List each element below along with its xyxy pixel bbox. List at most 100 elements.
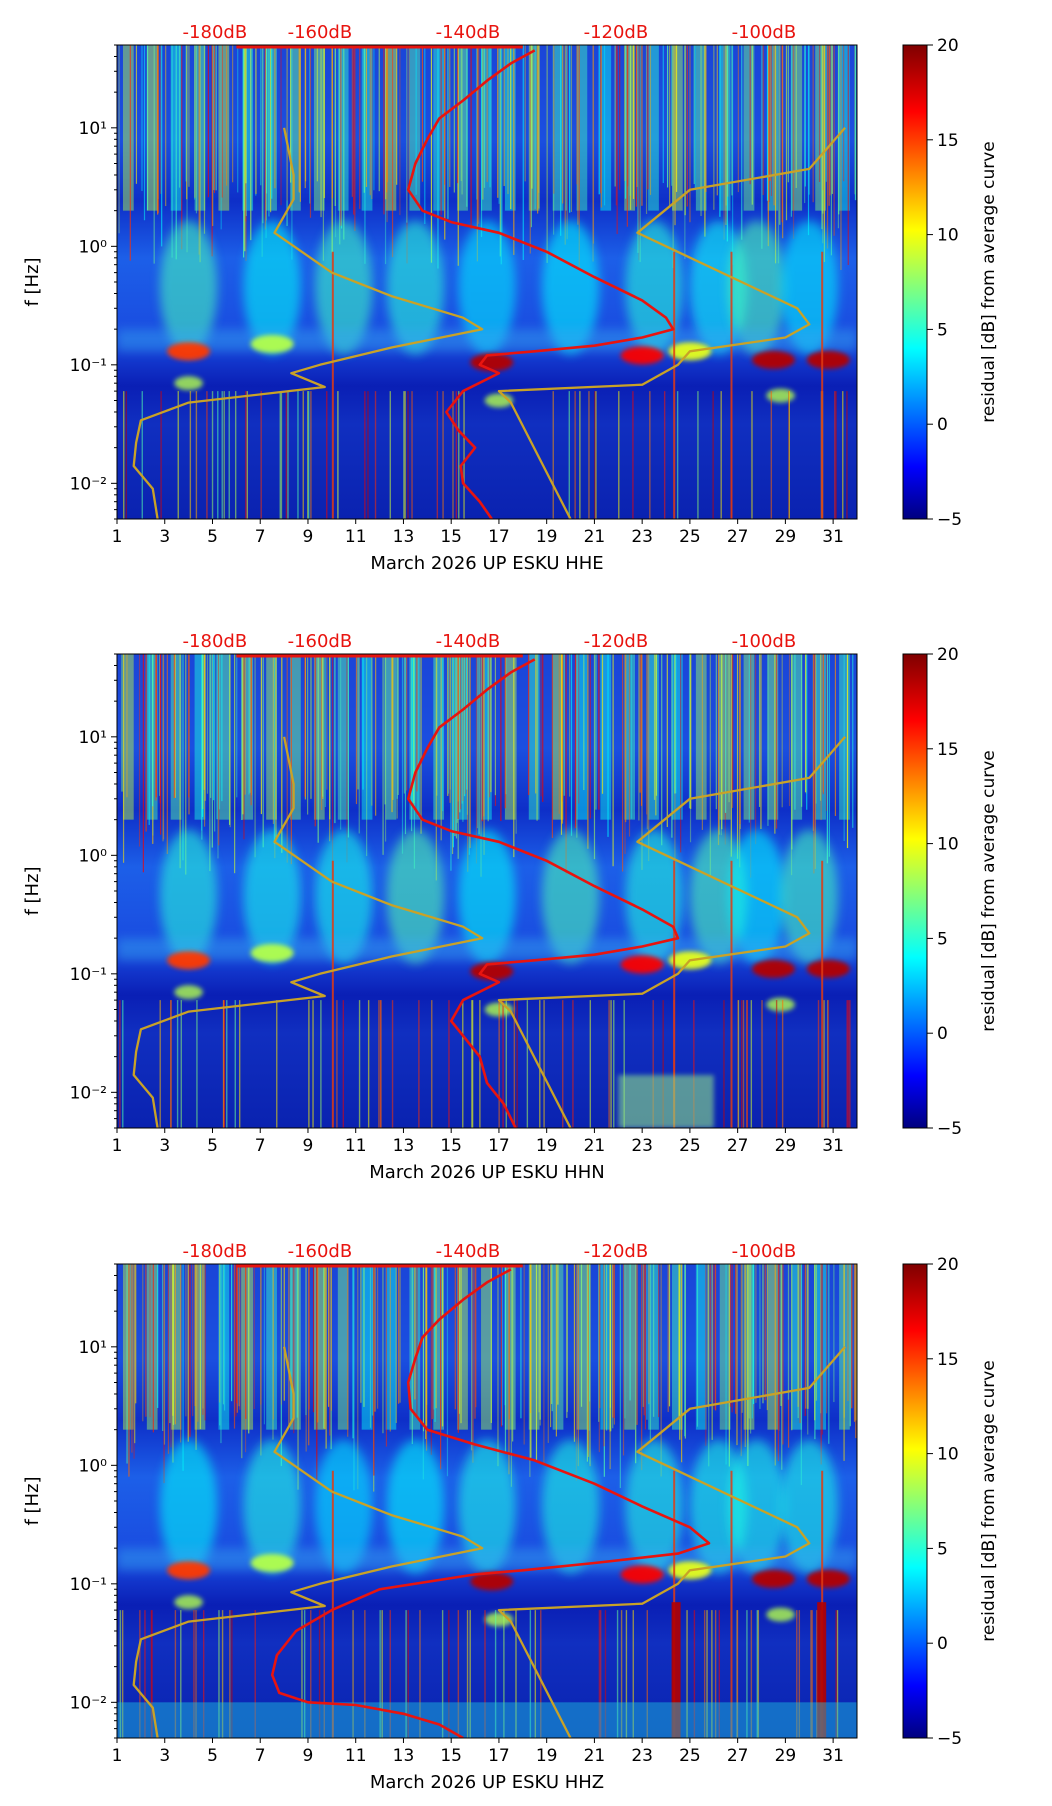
high-frequency-stripe bbox=[385, 654, 397, 820]
texture-line bbox=[326, 654, 328, 790]
texture-line bbox=[547, 1264, 549, 1443]
texture-line bbox=[386, 45, 388, 193]
texture-line bbox=[624, 654, 626, 854]
texture-line bbox=[503, 45, 505, 187]
texture-line bbox=[694, 45, 696, 191]
transient-spike bbox=[419, 1610, 421, 1738]
texture-line bbox=[805, 1264, 807, 1409]
texture-line bbox=[181, 45, 183, 250]
texture-line bbox=[480, 654, 482, 877]
texture-line bbox=[736, 654, 739, 859]
texture-line bbox=[744, 1264, 746, 1448]
texture-line bbox=[462, 654, 464, 802]
high-frequency-stripe bbox=[600, 1264, 612, 1430]
texture-line bbox=[755, 654, 757, 845]
texture-line bbox=[446, 1264, 449, 1477]
texture-line bbox=[372, 1264, 374, 1416]
texture-line bbox=[391, 654, 393, 813]
texture-line bbox=[126, 654, 128, 798]
x-tick-label: 23 bbox=[631, 527, 653, 547]
texture-line bbox=[843, 1264, 845, 1461]
storm-hotspot bbox=[250, 943, 294, 962]
texture-line bbox=[583, 654, 585, 791]
x-tick-label: 1 bbox=[112, 1746, 123, 1766]
texture-line bbox=[222, 1264, 225, 1405]
top-db-label: -160dB bbox=[288, 1241, 353, 1262]
texture-line bbox=[636, 1264, 638, 1425]
texture-line bbox=[225, 45, 228, 186]
high-frequency-stripe bbox=[218, 1264, 230, 1430]
microseism-plume bbox=[541, 220, 600, 355]
high-frequency-stripe bbox=[266, 654, 277, 820]
texture-line bbox=[681, 1264, 683, 1463]
texture-line bbox=[454, 1264, 456, 1410]
texture-line bbox=[562, 45, 564, 204]
texture-line bbox=[574, 654, 577, 829]
transient-spike bbox=[810, 1610, 812, 1738]
texture-line bbox=[325, 1264, 327, 1449]
texture-line bbox=[625, 654, 627, 823]
texture-line bbox=[248, 1264, 250, 1434]
transient-spike bbox=[358, 1000, 361, 1128]
high-frequency-stripe bbox=[122, 1264, 134, 1430]
texture-line bbox=[843, 1264, 845, 1418]
transient-spike bbox=[323, 1610, 325, 1738]
x-tick-label: 23 bbox=[631, 1746, 653, 1766]
microseism-plume bbox=[728, 220, 786, 355]
persistent-line bbox=[730, 860, 733, 1128]
microseism-plume bbox=[159, 829, 218, 964]
transient-spike bbox=[505, 1000, 507, 1128]
texture-line bbox=[714, 1264, 717, 1411]
transient-spike bbox=[457, 1610, 460, 1738]
texture-line bbox=[813, 654, 815, 874]
texture-line bbox=[767, 654, 769, 826]
texture-line bbox=[218, 654, 221, 810]
transient-spike bbox=[646, 1610, 648, 1738]
transient-spike bbox=[479, 1000, 481, 1128]
transient-spike bbox=[846, 391, 848, 519]
transient-spike bbox=[193, 1610, 195, 1738]
high-frequency-stripe bbox=[242, 1264, 254, 1430]
texture-line bbox=[157, 45, 159, 215]
colorbar-tick-label: 5 bbox=[937, 1539, 948, 1559]
texture-line bbox=[488, 654, 491, 798]
transient-spike bbox=[195, 391, 198, 519]
high-frequency-stripe bbox=[337, 1264, 349, 1430]
texture-line bbox=[489, 45, 491, 188]
texture-line bbox=[551, 654, 554, 839]
transient-spike bbox=[613, 1000, 615, 1128]
x-tick-label: 5 bbox=[207, 1746, 218, 1766]
texture-line bbox=[600, 45, 602, 194]
texture-line bbox=[467, 654, 469, 872]
texture-line bbox=[761, 45, 763, 249]
transient-spike bbox=[226, 1000, 228, 1128]
texture-line bbox=[396, 45, 398, 185]
transient-spike bbox=[125, 391, 127, 519]
transient-spike bbox=[139, 1610, 141, 1738]
transient-spike bbox=[407, 1610, 409, 1738]
texture-line bbox=[508, 1264, 510, 1475]
texture-line bbox=[468, 654, 470, 855]
texture-line bbox=[843, 654, 845, 842]
high-frequency-stripe bbox=[528, 1264, 540, 1430]
texture-line bbox=[413, 654, 416, 869]
high-frequency-stripe bbox=[266, 1264, 277, 1430]
texture-line bbox=[612, 1264, 614, 1418]
transient-spike bbox=[302, 391, 304, 519]
texture-line bbox=[272, 1264, 275, 1420]
texture-line bbox=[675, 654, 677, 794]
texture-line bbox=[330, 1264, 332, 1450]
texture-line bbox=[621, 654, 624, 872]
x-axis-label: March 2026 UP ESKU HHZ bbox=[370, 1772, 604, 1793]
transient-spike bbox=[180, 1610, 182, 1738]
texture-line bbox=[207, 45, 210, 198]
texture-line bbox=[138, 654, 141, 847]
texture-line bbox=[174, 654, 176, 798]
top-db-label: -100dB bbox=[732, 631, 797, 652]
transient-spike bbox=[141, 391, 143, 519]
x-tick-label: 15 bbox=[440, 1746, 462, 1766]
texture-line bbox=[626, 45, 628, 227]
texture-line bbox=[709, 654, 711, 877]
texture-line bbox=[640, 654, 643, 806]
texture-line bbox=[312, 1264, 315, 1413]
